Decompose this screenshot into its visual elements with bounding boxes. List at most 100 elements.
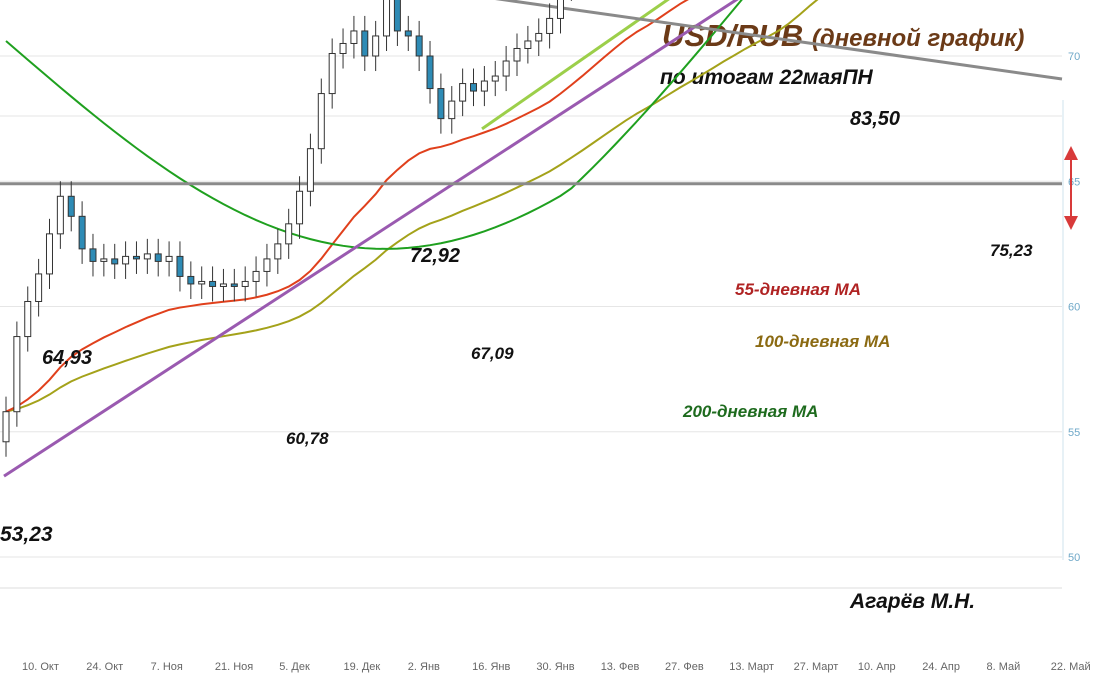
chart-title: USD/RUB (дневной график) — [662, 18, 1024, 54]
candle-body — [306, 148, 314, 192]
candle-body — [448, 100, 456, 120]
y-tick: 65 — [1068, 176, 1080, 188]
trend-lines — [0, 0, 1063, 478]
candle-body — [502, 60, 510, 77]
chart-subtitle: по итогам 22маяПН — [660, 66, 873, 89]
y-axis: 50 55 60 65 70 75 80 — [1068, 51, 1080, 564]
x-tick: 10. Апр — [858, 661, 896, 673]
y-tick: 60 — [1068, 302, 1080, 314]
candle-body — [393, 0, 401, 32]
candle-body — [252, 270, 260, 282]
x-tick: 2. Янв — [408, 661, 440, 673]
candle-body — [100, 258, 108, 262]
candle-body — [296, 190, 304, 225]
y-tick: 70 — [1068, 51, 1080, 63]
candle-body — [556, 0, 564, 19]
ma100-label: 100-дневная МА — [755, 332, 890, 351]
candle-body — [122, 255, 130, 265]
candle-body — [78, 215, 86, 250]
author-label: Агарёв М.Н. — [850, 590, 976, 613]
candle-body — [480, 80, 488, 92]
y-tick: 55 — [1068, 427, 1080, 439]
candle-body — [535, 32, 543, 42]
candle-body — [45, 233, 53, 275]
ma55-line — [5, 0, 689, 413]
x-tick: 22. Май — [1051, 661, 1091, 673]
level-label-72-92: 72,92 — [410, 245, 460, 267]
candles — [2, 0, 572, 457]
candle-body — [513, 47, 521, 62]
candle-body — [404, 30, 412, 37]
candle-body — [13, 336, 21, 413]
candle-body — [274, 243, 282, 260]
candle-body — [350, 30, 358, 44]
candle-body — [524, 40, 532, 49]
candle-body — [241, 280, 249, 287]
level-label-53-23: 53,23 — [0, 523, 53, 546]
candle-body — [111, 258, 119, 265]
x-tick: 19. Дек — [344, 661, 381, 673]
candle-body — [56, 195, 64, 235]
candle-body — [35, 273, 43, 302]
y-tick: 50 — [1068, 552, 1080, 564]
candle-body — [154, 253, 162, 262]
x-tick: 16. Янв — [472, 661, 510, 673]
ma200-line — [5, 0, 743, 250]
grid-lines — [0, 55, 1064, 589]
x-tick: 8. Май — [987, 661, 1021, 673]
candle-body — [328, 52, 336, 95]
level-label-60-78: 60,78 — [286, 429, 329, 448]
ma100-line — [5, 0, 819, 413]
candle-body — [198, 280, 206, 285]
candle-body — [24, 300, 32, 338]
x-tick: 21. Ноя — [215, 661, 253, 673]
candle-body — [187, 275, 195, 285]
ma200-label: 200-дневная МА — [682, 402, 818, 421]
range-arrow — [1064, 146, 1078, 230]
ma55-label: 55-дневная МА — [735, 280, 861, 299]
x-axis: 10. Окт 24. Окт 7. Ноя 21. Ноя 5. Дек 19… — [22, 661, 1091, 673]
level-label-83-50: 83,50 — [850, 108, 900, 130]
channel-line — [495, 0, 1063, 81]
x-tick: 5. Дек — [279, 661, 310, 673]
x-tick: 27. Март — [794, 661, 839, 673]
trend-line-purple — [3, 0, 739, 478]
candle-body — [372, 35, 380, 57]
arrow-head-up — [1064, 146, 1078, 160]
candle-body — [143, 253, 151, 260]
x-tick: 13. Март — [729, 661, 774, 673]
title-text: USD/RUB — [662, 18, 804, 53]
candle-body — [165, 255, 173, 262]
x-tick: 24. Окт — [86, 661, 123, 673]
candle-body — [339, 42, 347, 54]
candle-body — [459, 83, 467, 102]
candle-body — [209, 280, 217, 287]
candle-body — [67, 195, 75, 217]
candle-body — [317, 93, 325, 150]
arrow-head-down — [1064, 216, 1078, 230]
x-tick: 10. Окт — [22, 661, 59, 673]
trend-line-green — [481, 0, 670, 131]
candle-body — [230, 283, 238, 287]
x-tick: 7. Ноя — [151, 661, 183, 673]
x-tick: 27. Фев — [665, 661, 704, 673]
level-labels: 53,23 64,93 60,78 72,92 67,09 83,50 75,2… — [0, 108, 1033, 546]
candle-body — [2, 411, 10, 443]
candle-body — [285, 223, 293, 245]
candle-body — [132, 255, 140, 260]
x-tick: 24. Апр — [922, 661, 960, 673]
candle-body — [426, 55, 434, 90]
candle-body — [361, 30, 369, 57]
candle-body — [491, 75, 499, 82]
level-label-64-93: 64,93 — [42, 347, 92, 369]
candle-body — [176, 255, 184, 277]
candle-body — [470, 83, 478, 92]
x-tick: 13. Фев — [601, 661, 640, 673]
candle-body — [89, 248, 97, 262]
level-label-75-23: 75,23 — [990, 241, 1033, 260]
candle-body — [263, 258, 271, 272]
moving-averages — [5, 0, 819, 413]
level-label-67-09: 67,09 — [471, 344, 514, 363]
candle-body — [546, 17, 554, 34]
